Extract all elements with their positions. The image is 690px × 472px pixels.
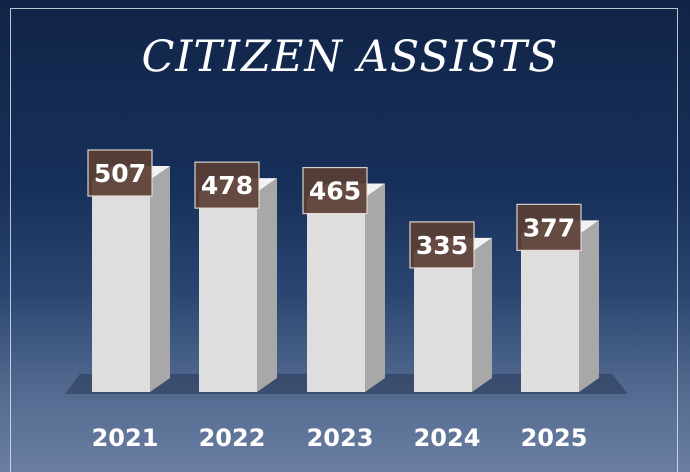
value-label-2021: 507 [94,159,146,188]
bar-2023 [307,197,365,392]
value-label-box-2022 [194,161,260,209]
bar-side-2022 [257,178,277,392]
bar-2022 [199,192,257,392]
value-label-box-2024 [409,221,475,269]
value-label-box-2023 [302,166,368,215]
bar-2021 [92,180,150,392]
bar-side-2021 [150,166,170,392]
bar-side-2025 [579,220,599,392]
x-tick-label-2025: 2025 [521,424,588,452]
value-label-box-2021 [87,149,153,197]
bar-side-2023 [365,183,385,392]
value-label-2024: 335 [416,231,468,260]
bar-side-2024 [472,237,492,392]
x-tick-label-2024: 2024 [414,424,481,452]
bar-2025 [521,234,579,392]
x-tick-label-2021: 2021 [92,424,159,452]
value-label-box-2025 [516,203,582,251]
x-tick-label-2023: 2023 [307,424,374,452]
bar-2024 [414,251,472,392]
value-label-2022: 478 [201,171,253,200]
x-tick-label-2022: 2022 [199,424,266,452]
value-label-2025: 377 [523,213,575,242]
chart-frame [10,8,678,472]
value-label-2023: 465 [309,177,361,206]
chart-title: CITIZEN ASSISTS [141,32,559,82]
